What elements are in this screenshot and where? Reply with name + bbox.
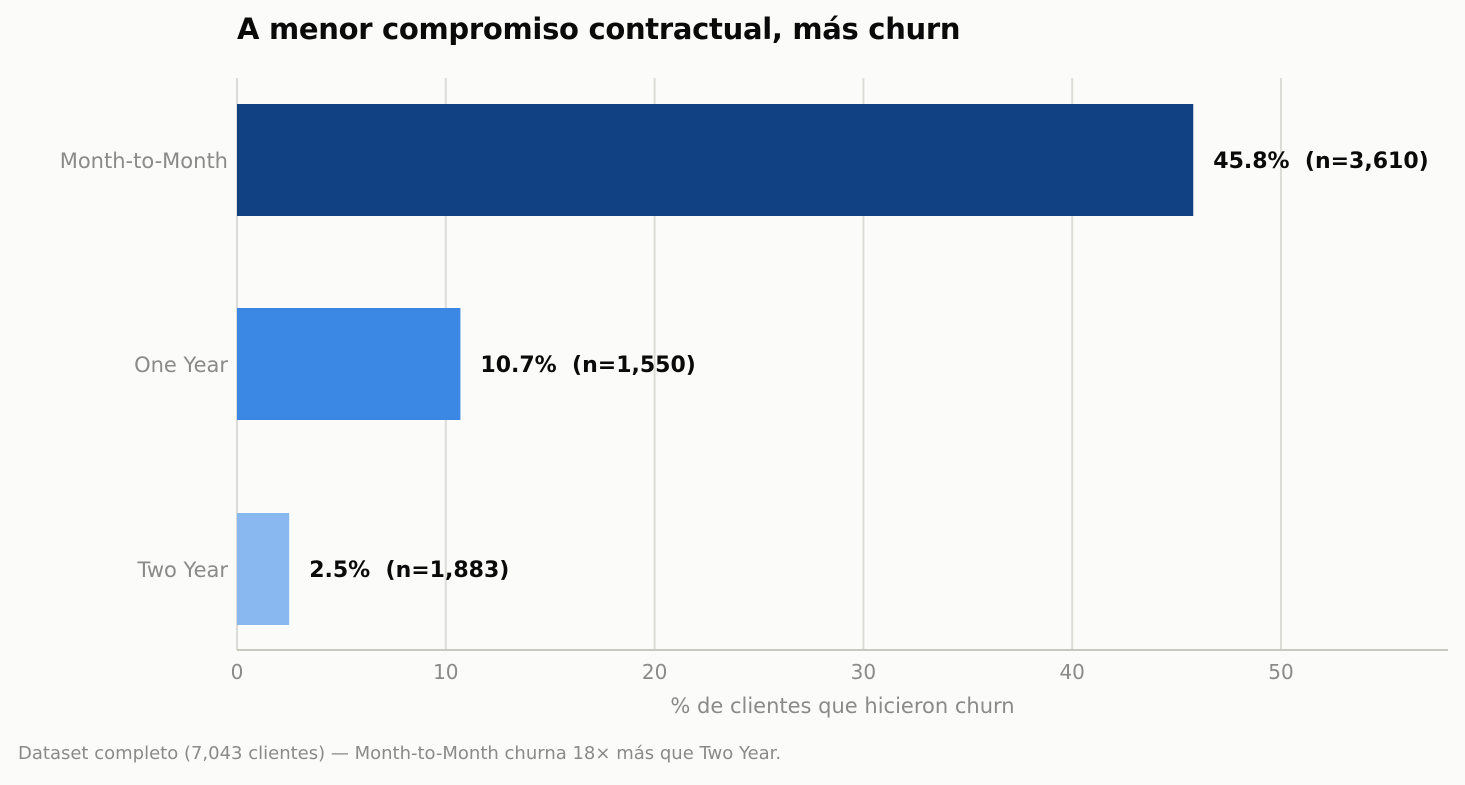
chart-title: A menor compromiso contractual, más chur… <box>237 12 961 46</box>
category-label: Month-to-Month <box>60 149 228 173</box>
x-tick-label-10: 10 <box>433 660 458 684</box>
x-tick-label-20: 20 <box>642 660 667 684</box>
x-tick-label-30: 30 <box>851 660 876 684</box>
data-labels: 45.8% (n=3,610) 10.7% (n=1,550) 2.5% (n=1,… <box>309 149 1429 583</box>
bars <box>237 104 1194 625</box>
x-tick-label-50: 50 <box>1268 660 1293 684</box>
bar-one-year <box>237 308 461 420</box>
x-tick-label-40: 40 <box>1059 660 1084 684</box>
category-labels: Month-to-Month One Year Two Year <box>60 149 229 582</box>
data-label: 2.5% (n=1,883) <box>309 558 509 583</box>
bar-two-year <box>237 513 290 625</box>
x-tick-labels: 0 10 20 30 40 50 <box>231 660 1294 684</box>
x-axis-title: % de clientes que hicieron churn <box>670 694 1014 718</box>
x-tick-label-0: 0 <box>231 660 244 684</box>
chart-footnote: Dataset completo (7,043 clientes) — Mont… <box>18 743 782 764</box>
data-label: 10.7% (n=1,550) <box>480 353 695 378</box>
data-label: 45.8% (n=3,610) <box>1213 149 1428 174</box>
category-label: One Year <box>134 353 228 377</box>
category-label: Two Year <box>136 558 228 582</box>
bar-month-to-month <box>237 104 1194 216</box>
